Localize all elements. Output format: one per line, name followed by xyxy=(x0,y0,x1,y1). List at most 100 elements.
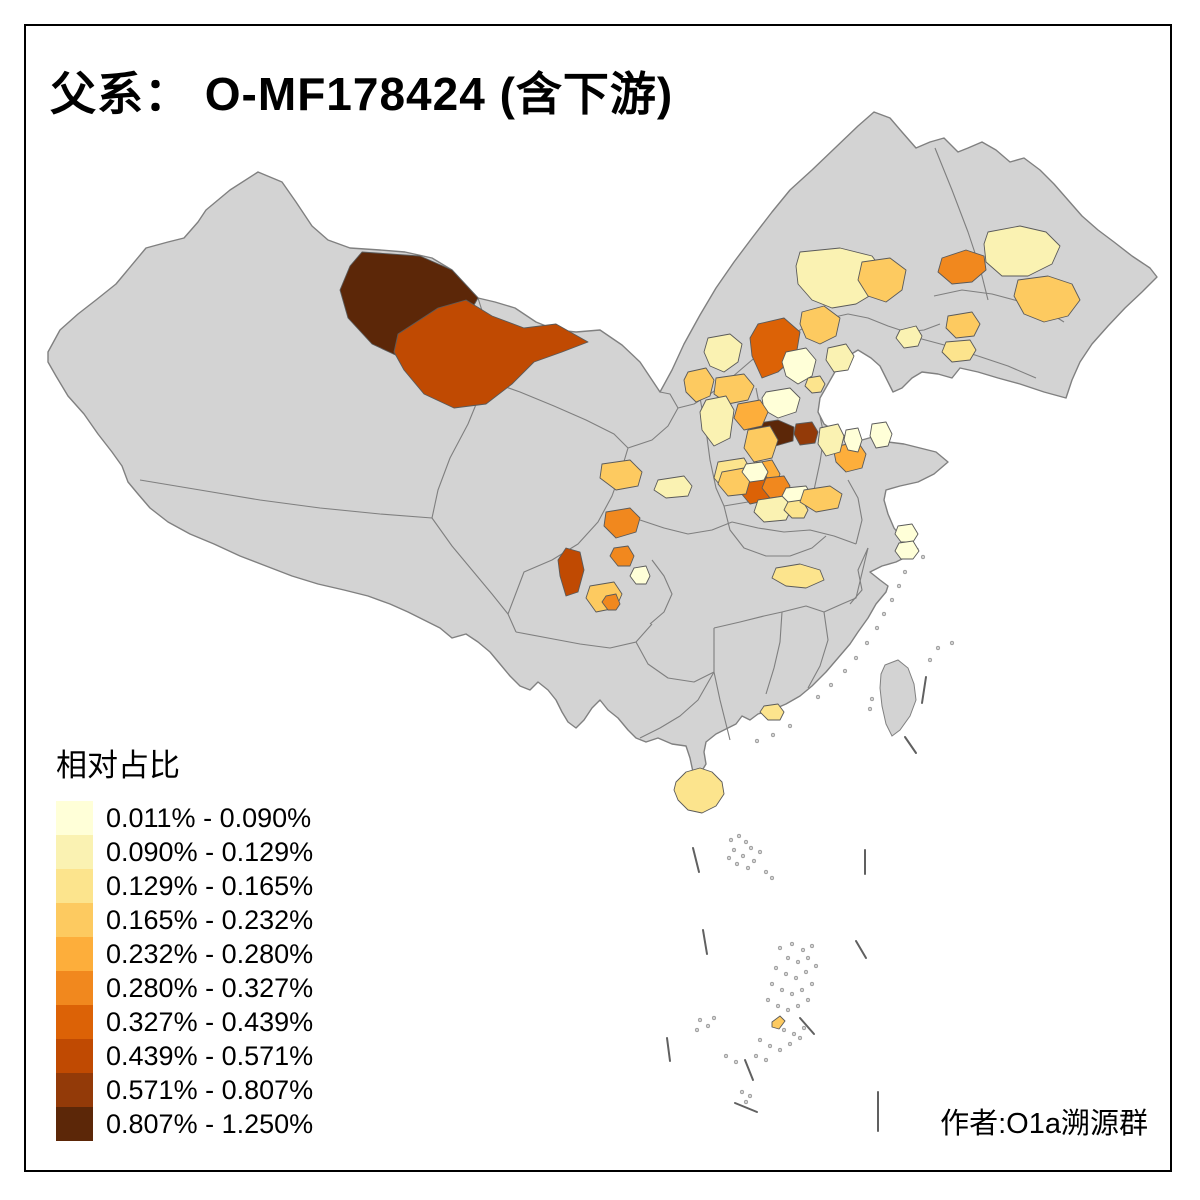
province-border xyxy=(649,559,673,625)
map-region xyxy=(894,523,919,543)
island-dot xyxy=(902,569,908,575)
island-dot xyxy=(889,597,895,603)
boundary-dash xyxy=(921,676,927,704)
island-dot xyxy=(769,875,775,881)
map-region xyxy=(799,485,843,513)
legend-label: 0.807% - 1.250% xyxy=(106,1109,314,1139)
legend-label: 0.232% - 0.280% xyxy=(106,939,314,969)
legend-swatch xyxy=(56,903,93,937)
island-dot xyxy=(765,997,771,1003)
island-dot xyxy=(791,1031,797,1037)
map-region xyxy=(937,249,987,285)
legend-label: 0.571% - 0.807% xyxy=(106,1075,314,1105)
province-border xyxy=(731,521,857,545)
island-dot xyxy=(793,975,799,981)
province-border xyxy=(713,611,783,629)
page-title: 父系： O-MF178424 (含下游) xyxy=(50,68,674,120)
legend-item: 0.165% - 0.232% xyxy=(56,903,313,937)
island-dot xyxy=(697,1017,703,1023)
island-dot xyxy=(743,839,749,845)
map-region xyxy=(393,299,589,409)
boundary-dash xyxy=(744,1059,754,1081)
province-border xyxy=(507,467,623,615)
legend-label: 0.439% - 0.571% xyxy=(106,1041,314,1071)
island-dot xyxy=(935,645,941,651)
map-region xyxy=(599,459,643,491)
boundary-dash xyxy=(702,929,708,955)
island-dot xyxy=(799,987,805,993)
island-dot xyxy=(736,833,742,839)
map-region xyxy=(869,421,893,449)
island-dot xyxy=(869,696,875,702)
map-region xyxy=(945,311,981,339)
island-dot xyxy=(781,1027,787,1033)
map-region xyxy=(759,703,785,721)
map-region xyxy=(743,425,779,463)
island-dot xyxy=(728,837,734,843)
legend-item: 0.232% - 0.280% xyxy=(56,937,313,971)
mainland-outline xyxy=(47,111,1158,775)
island-dot xyxy=(726,855,732,861)
province-border xyxy=(515,623,653,649)
legend-swatch xyxy=(56,1073,93,1107)
island-dot xyxy=(747,1093,753,1099)
island-dot xyxy=(787,723,793,729)
island-dot xyxy=(867,706,873,712)
province-border xyxy=(723,505,827,557)
map-region xyxy=(781,347,817,385)
attribution-text: 作者:O1a溯源群 xyxy=(940,1108,1148,1140)
province-border xyxy=(627,391,679,449)
legend-item: 0.807% - 1.250% xyxy=(56,1107,313,1141)
island-dot xyxy=(751,858,757,864)
island-dot xyxy=(770,732,776,738)
island-dot xyxy=(789,991,795,997)
legend-item: 0.439% - 0.571% xyxy=(56,1039,313,1073)
island-dot xyxy=(927,657,933,663)
island-dot xyxy=(795,1003,801,1009)
island-dot xyxy=(920,554,926,560)
boundary-dash xyxy=(666,1037,671,1062)
legend-label: 0.165% - 0.232% xyxy=(106,905,314,935)
island-dot xyxy=(881,611,887,617)
island-dot xyxy=(734,861,740,867)
island-dot xyxy=(705,1023,711,1029)
island-dot xyxy=(805,955,811,961)
island-dot xyxy=(949,640,955,646)
island-dot xyxy=(809,981,815,987)
island-dot xyxy=(842,668,848,674)
province-border xyxy=(807,611,829,689)
island-dot xyxy=(740,853,746,859)
boundary-dash xyxy=(692,847,700,873)
legend-swatch xyxy=(56,801,93,835)
island-dot xyxy=(733,1059,739,1065)
province-border xyxy=(765,611,783,695)
map-region xyxy=(673,767,725,814)
island-dot xyxy=(694,1027,700,1033)
legend-swatch xyxy=(56,835,93,869)
map-region xyxy=(941,339,977,363)
island-dot xyxy=(896,583,902,589)
island-dot xyxy=(775,1003,781,1009)
legend-label: 0.011% - 0.090% xyxy=(106,803,312,833)
map-region xyxy=(601,593,621,611)
legend-label: 0.129% - 0.165% xyxy=(106,871,314,901)
legend-label: 0.090% - 0.129% xyxy=(106,837,314,867)
map-region xyxy=(653,475,693,499)
boundary-dash xyxy=(904,736,917,754)
map-region xyxy=(771,1015,786,1030)
island-dot xyxy=(813,963,819,969)
island-dot xyxy=(777,945,783,951)
island-dot xyxy=(743,1099,749,1105)
island-dot xyxy=(801,1025,807,1031)
island-dot xyxy=(757,1037,763,1043)
map-region xyxy=(699,395,735,447)
island-dot xyxy=(795,959,801,965)
island-dot xyxy=(763,869,769,875)
island-dot xyxy=(803,969,809,975)
map-region xyxy=(1013,275,1081,323)
legend-label: 0.327% - 0.439% xyxy=(106,1007,314,1037)
legend-item: 0.571% - 0.807% xyxy=(56,1073,313,1107)
island-dot xyxy=(779,987,785,993)
